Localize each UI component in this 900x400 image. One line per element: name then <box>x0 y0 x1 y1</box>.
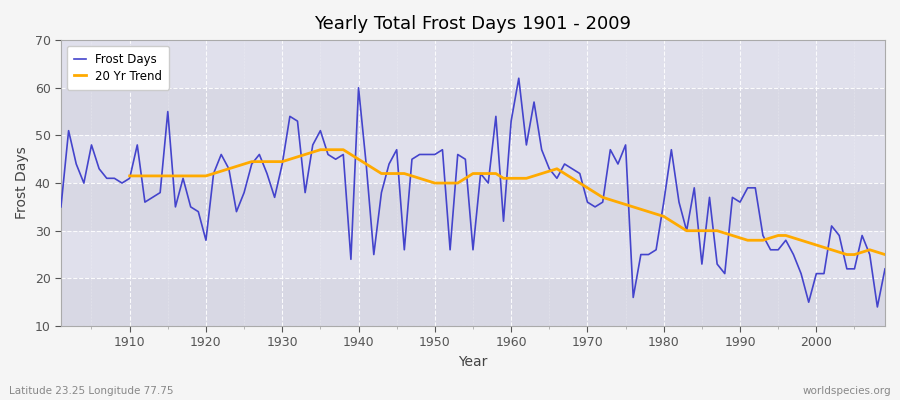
Frost Days <box>117 181 128 186</box>
Frost Days <box>56 204 67 209</box>
Bar <box>61 88 885 136</box>
Y-axis label: Frost Days: Frost Days <box>15 147 29 220</box>
Bar <box>61 278 885 326</box>
Line: 20 Yr Trend: 20 Yr Trend <box>130 150 885 254</box>
Frost Days <box>284 114 295 119</box>
Frost Days <box>605 147 616 152</box>
Bar <box>61 183 885 231</box>
20 Yr Trend <box>857 250 868 254</box>
Frost Days <box>506 119 517 124</box>
20 Yr Trend <box>315 147 326 152</box>
20 Yr Trend <box>826 247 837 252</box>
20 Yr Trend <box>300 152 310 157</box>
Bar <box>61 40 885 88</box>
20 Yr Trend <box>582 186 593 190</box>
Text: worldspecies.org: worldspecies.org <box>803 386 891 396</box>
20 Yr Trend <box>269 159 280 164</box>
Bar <box>61 136 885 183</box>
Frost Days <box>513 76 524 81</box>
Frost Days <box>879 266 890 271</box>
Text: Latitude 23.25 Longitude 77.75: Latitude 23.25 Longitude 77.75 <box>9 386 174 396</box>
20 Yr Trend <box>521 176 532 181</box>
20 Yr Trend <box>879 252 890 257</box>
Frost Days <box>498 219 508 224</box>
Frost Days <box>330 157 341 162</box>
X-axis label: Year: Year <box>458 355 488 369</box>
Bar <box>61 231 885 278</box>
20 Yr Trend <box>842 252 852 257</box>
Frost Days <box>872 304 883 309</box>
Title: Yearly Total Frost Days 1901 - 2009: Yearly Total Frost Days 1901 - 2009 <box>314 15 632 33</box>
20 Yr Trend <box>124 174 135 178</box>
Legend: Frost Days, 20 Yr Trend: Frost Days, 20 Yr Trend <box>67 46 169 90</box>
Line: Frost Days: Frost Days <box>61 78 885 307</box>
